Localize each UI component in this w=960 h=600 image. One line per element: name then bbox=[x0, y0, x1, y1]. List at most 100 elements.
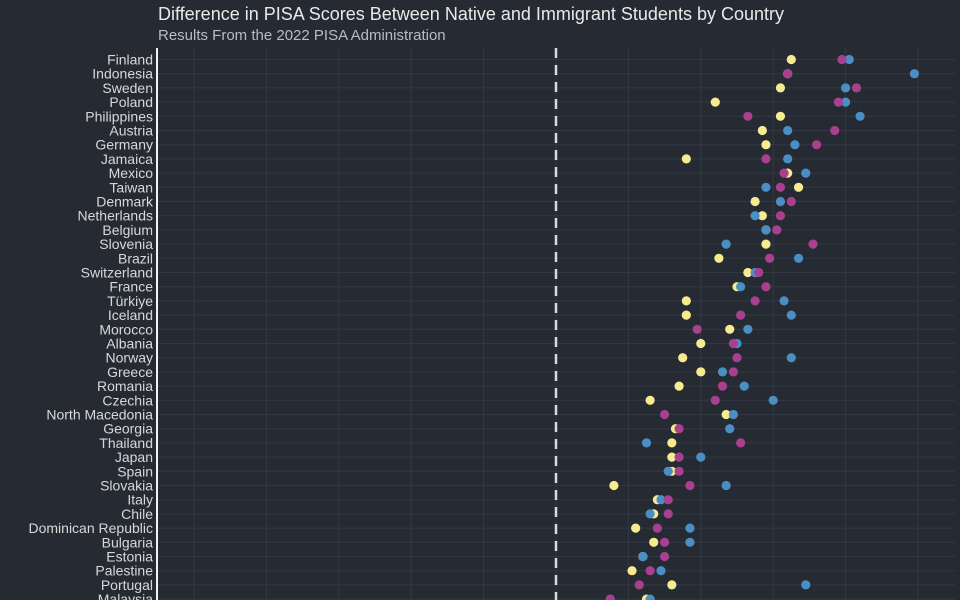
point-blue bbox=[783, 125, 793, 136]
chart-title: Difference in PISA Scores Between Native… bbox=[158, 4, 784, 24]
point-yellow bbox=[667, 580, 677, 590]
point-blue bbox=[775, 196, 786, 207]
tick-label-country: Brazil bbox=[118, 250, 153, 266]
point-blue bbox=[663, 466, 673, 476]
point-yellow bbox=[696, 338, 706, 349]
point-yellow bbox=[609, 480, 619, 491]
point-blue bbox=[790, 140, 800, 150]
tick-label-country: North Macedonia bbox=[46, 407, 153, 423]
point-blue bbox=[739, 381, 749, 391]
tick-label-country: Mexico bbox=[109, 165, 154, 181]
tick-label-country: Thailand bbox=[99, 435, 153, 451]
point-yellow bbox=[721, 409, 731, 420]
point-purple bbox=[808, 239, 818, 249]
point-blue bbox=[641, 438, 652, 448]
point-blue bbox=[779, 296, 789, 306]
point-yellow bbox=[743, 267, 753, 278]
point-purple bbox=[674, 466, 684, 476]
country-labels: FinlandIndonesiaSwedenPolandPhilippinesA… bbox=[28, 52, 154, 600]
point-yellow bbox=[761, 140, 771, 150]
point-yellow bbox=[757, 125, 767, 136]
tick-label-country: Portugal bbox=[101, 577, 153, 593]
point-yellow bbox=[681, 154, 691, 164]
tick-label-country: Czechia bbox=[102, 392, 153, 408]
point-blue bbox=[736, 282, 746, 292]
tick-label-country: Spain bbox=[117, 463, 153, 479]
tick-label-country: Türkiye bbox=[107, 293, 153, 309]
point-yellow bbox=[750, 196, 760, 207]
point-yellow bbox=[761, 239, 771, 249]
point-blue bbox=[841, 83, 851, 93]
point-blue bbox=[761, 225, 771, 235]
tick-label-country: Philippines bbox=[85, 108, 153, 124]
point-blue bbox=[841, 97, 851, 107]
point-blue bbox=[793, 253, 804, 263]
point-blue bbox=[645, 509, 655, 519]
point-purple bbox=[783, 69, 793, 79]
tick-label-country: Switzerland bbox=[81, 265, 153, 281]
point-blue bbox=[645, 594, 655, 600]
point-purple bbox=[761, 282, 771, 292]
tick-label-country: Dominican Republic bbox=[28, 520, 153, 536]
point-blue bbox=[717, 367, 728, 377]
point-purple bbox=[728, 338, 738, 349]
tick-label-country: Netherlands bbox=[78, 208, 154, 224]
point-yellow bbox=[667, 452, 677, 462]
point-purple bbox=[851, 83, 862, 93]
tick-label-country: Sweden bbox=[102, 80, 153, 96]
tick-label-country: Japan bbox=[115, 449, 153, 465]
point-purple bbox=[779, 168, 789, 178]
tick-label-country: Romania bbox=[97, 378, 153, 394]
point-purple bbox=[830, 125, 840, 136]
tick-label-country: Georgia bbox=[103, 421, 153, 437]
point-yellow bbox=[775, 111, 786, 121]
point-purple bbox=[645, 566, 655, 576]
tick-label-country: Greece bbox=[107, 364, 153, 380]
point-yellow bbox=[775, 83, 786, 93]
point-yellow bbox=[757, 211, 767, 221]
point-purple bbox=[772, 225, 782, 235]
point-purple bbox=[786, 196, 796, 207]
point-blue bbox=[909, 69, 919, 79]
tick-label-country: Albania bbox=[106, 336, 153, 352]
point-blue bbox=[801, 168, 811, 178]
point-yellow bbox=[725, 324, 735, 334]
chart-subtitle: Results From the 2022 PISA Administratio… bbox=[158, 27, 446, 44]
point-purple bbox=[674, 452, 684, 462]
point-yellow bbox=[710, 97, 720, 107]
point-blue bbox=[728, 409, 738, 420]
point-purple bbox=[764, 253, 775, 263]
point-purple bbox=[837, 54, 847, 65]
point-purple bbox=[775, 211, 786, 221]
point-blue bbox=[768, 395, 778, 405]
point-purple bbox=[663, 495, 673, 505]
point-yellow bbox=[674, 381, 684, 391]
point-blue bbox=[750, 211, 760, 221]
tick-label-country: Estonia bbox=[106, 549, 153, 565]
point-yellow bbox=[678, 353, 688, 363]
point-purple bbox=[775, 182, 786, 192]
tick-label-country: Indonesia bbox=[92, 66, 153, 82]
point-purple bbox=[710, 395, 720, 405]
tick-label-country: Finland bbox=[107, 52, 153, 68]
point-yellow bbox=[681, 310, 691, 320]
tick-label-country: Iceland bbox=[108, 307, 153, 323]
point-purple bbox=[833, 97, 843, 107]
point-purple bbox=[736, 310, 746, 320]
tick-label-country: Norway bbox=[106, 350, 153, 366]
point-blue bbox=[638, 551, 648, 562]
point-purple bbox=[634, 580, 644, 590]
tick-label-country: Italy bbox=[127, 492, 153, 508]
point-blue bbox=[855, 111, 865, 121]
point-purple bbox=[736, 438, 746, 448]
point-yellow bbox=[631, 523, 641, 533]
point-blue bbox=[786, 353, 796, 363]
point-purple bbox=[605, 594, 615, 600]
point-purple bbox=[761, 154, 771, 164]
point-yellow bbox=[667, 438, 677, 448]
tick-label-country: Austria bbox=[109, 123, 153, 139]
point-yellow bbox=[786, 54, 796, 65]
point-purple bbox=[743, 111, 753, 121]
point-purple bbox=[728, 367, 738, 377]
